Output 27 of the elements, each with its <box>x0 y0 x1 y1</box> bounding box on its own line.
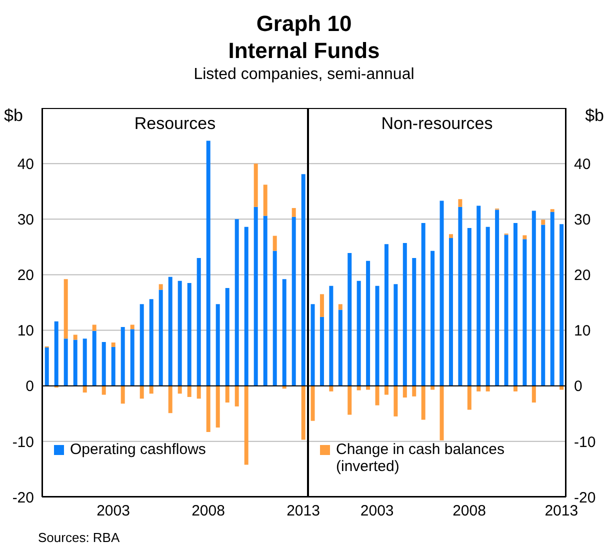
y-tick-label: 10 <box>17 322 34 340</box>
y2-tick-label: 10 <box>574 322 591 340</box>
annotation: Resources <box>133 114 217 134</box>
y-tick-label: -20 <box>12 489 34 506</box>
chart-title: Non-resources <box>380 114 494 134</box>
y-tick-label: -10 <box>12 434 34 451</box>
y2-axis-title: $b <box>585 106 604 126</box>
chart-subtitle: Listed companies, semi-annual <box>192 65 416 85</box>
y2-tick-label: 20 <box>574 267 591 284</box>
source-note: Sources: RBA <box>38 530 120 545</box>
y2-tick-label: 0 <box>574 378 582 396</box>
legend-label: Operating cashflows <box>70 441 206 458</box>
y2-tick-label: 40 <box>574 156 591 173</box>
legend-label: Change in cash balances (inverted) <box>336 441 506 475</box>
y-tick-label: 0 <box>26 378 34 396</box>
y2-tick-label: 30 <box>574 211 591 228</box>
y-tick-label: 30 <box>17 211 34 228</box>
chart-title: Graph 10 Internal Funds <box>227 10 381 64</box>
x-tick-label: 2003 <box>360 502 394 520</box>
x-tick-label: 2008 <box>192 502 225 520</box>
y-tick-label: 20 <box>17 267 34 284</box>
y2-tick-label: -10 <box>574 434 596 451</box>
y-axis-title: $b <box>4 106 23 126</box>
x-tick-label: 2013 <box>286 502 320 520</box>
x-tick-label: 2008 <box>452 502 486 520</box>
x-tick-label: 2003 <box>96 502 130 520</box>
y-tick-label: 40 <box>17 156 34 173</box>
